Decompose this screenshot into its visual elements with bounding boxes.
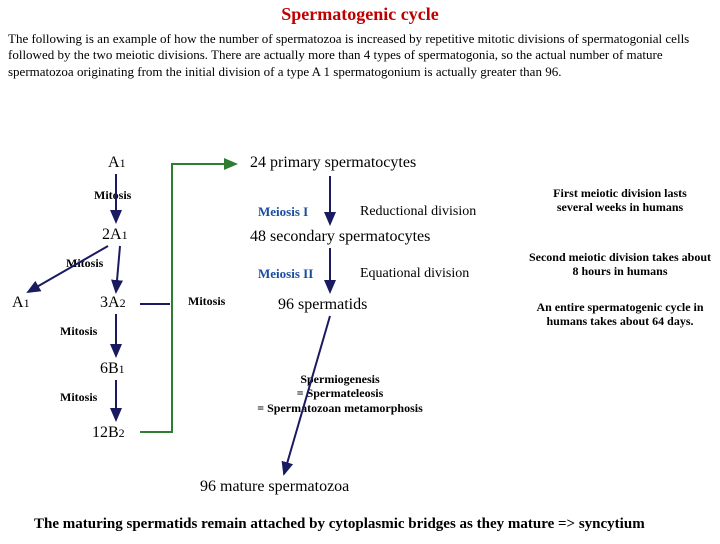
stage-secondary: 48 secondary spermatocytes	[250, 228, 430, 246]
label-mitosis-2: Mitosis	[66, 256, 103, 271]
label-meiosis-1: Meiosis I	[258, 204, 308, 220]
label-equational: Equational division	[360, 266, 469, 282]
stage-12b2: 12B2	[92, 424, 125, 442]
footer-text: The maturing spermatids remain attached …	[34, 516, 645, 533]
stage-3a2: 3A2	[100, 294, 126, 312]
page-title: Spermatogenic cycle	[0, 4, 720, 25]
label-mitosis-4: Mitosis	[60, 390, 97, 405]
stage-a1: A1	[108, 154, 126, 172]
stage-6b1: 6B1	[100, 360, 125, 378]
intro-text: The following is an example of how the n…	[8, 31, 712, 80]
note-cycle: An entire spermatogenic cycle inhumans t…	[520, 300, 720, 329]
spermiogenesis-block: Spermiogenesis = Spermateleosis = Sperma…	[240, 372, 440, 415]
stage-mature: 96 mature spermatozoa	[200, 478, 349, 496]
label-mitosis-horiz: Mitosis	[188, 294, 225, 309]
note-meiosis2: Second meiotic division takes about8 hou…	[520, 250, 720, 279]
stage-a1-renew: A1	[12, 294, 30, 312]
label-meiosis-2: Meiosis II	[258, 266, 313, 282]
label-mitosis-1: Mitosis	[94, 188, 131, 203]
stage-primary: 24 primary spermatocytes	[250, 154, 416, 172]
label-mitosis-3: Mitosis	[60, 324, 97, 339]
label-reductional: Reductional division	[360, 204, 476, 220]
stage-spermatids: 96 spermatids	[278, 296, 367, 314]
stage-2a1: 2A1	[102, 226, 128, 244]
note-meiosis1: First meiotic division lastsseveral week…	[530, 186, 710, 215]
